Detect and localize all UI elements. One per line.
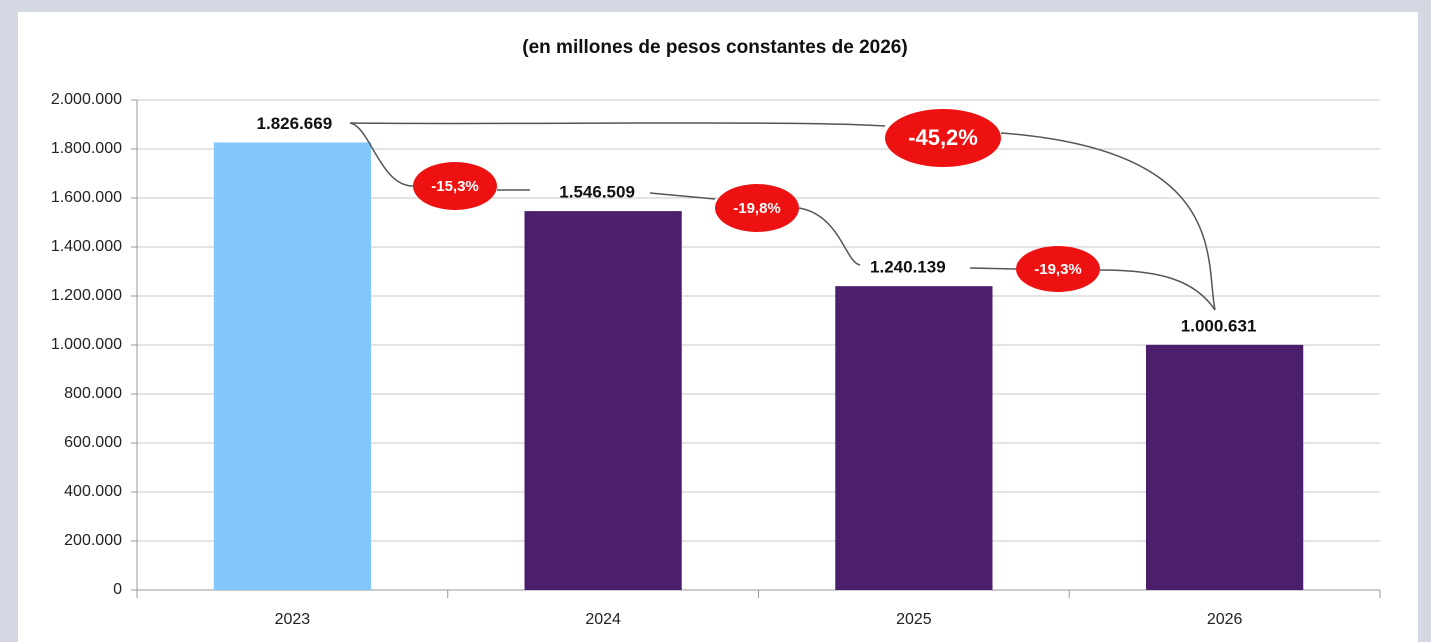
value-label: 1.240.139 [870,258,946,277]
x-tick-label: 2026 [1207,611,1243,628]
connector [969,267,1017,270]
connector [798,207,861,266]
annotation: -19,8% [733,200,781,217]
y-tick-label: 800.000 [64,385,122,402]
connector [1099,269,1216,311]
connector [349,122,414,187]
x-tick-label: 2025 [896,611,932,628]
value-label: 1.000.631 [1181,316,1257,335]
bar [213,142,371,590]
connector [649,192,716,200]
bar [524,211,682,591]
x-tick-label: 2024 [585,611,621,628]
value-label: 1.826.669 [257,114,333,133]
connector [1000,132,1216,311]
annotation: -19,3% [1034,261,1082,278]
x-tick-label: 2023 [275,611,311,628]
annotation-bubble [413,162,497,210]
y-tick-label: 0 [113,581,122,598]
bar [1146,344,1304,590]
chart-title: (en millones de pesos constantes de 2026… [522,37,907,58]
annotation-bubble [885,109,1001,167]
y-tick-label: 1.600.000 [51,189,122,206]
annotation-bubble [1016,246,1100,292]
y-tick-label: 2.000.000 [51,91,122,108]
bar [835,286,993,590]
annotation-bubble [715,184,799,232]
y-tick-label: 1.200.000 [51,287,122,304]
y-tick-label: 200.000 [64,532,122,549]
y-tick-label: 1.800.000 [51,140,122,157]
value-label: 1.546.509 [559,183,635,202]
y-tick-label: 1.000.000 [51,336,122,353]
y-tick-label: 1.400.000 [51,238,122,255]
annotation: -45,2% [908,125,978,150]
connector [349,122,886,127]
y-tick-label: 600.000 [64,434,122,451]
annotation: -15,3% [431,178,479,195]
y-tick-label: 400.000 [64,483,122,500]
